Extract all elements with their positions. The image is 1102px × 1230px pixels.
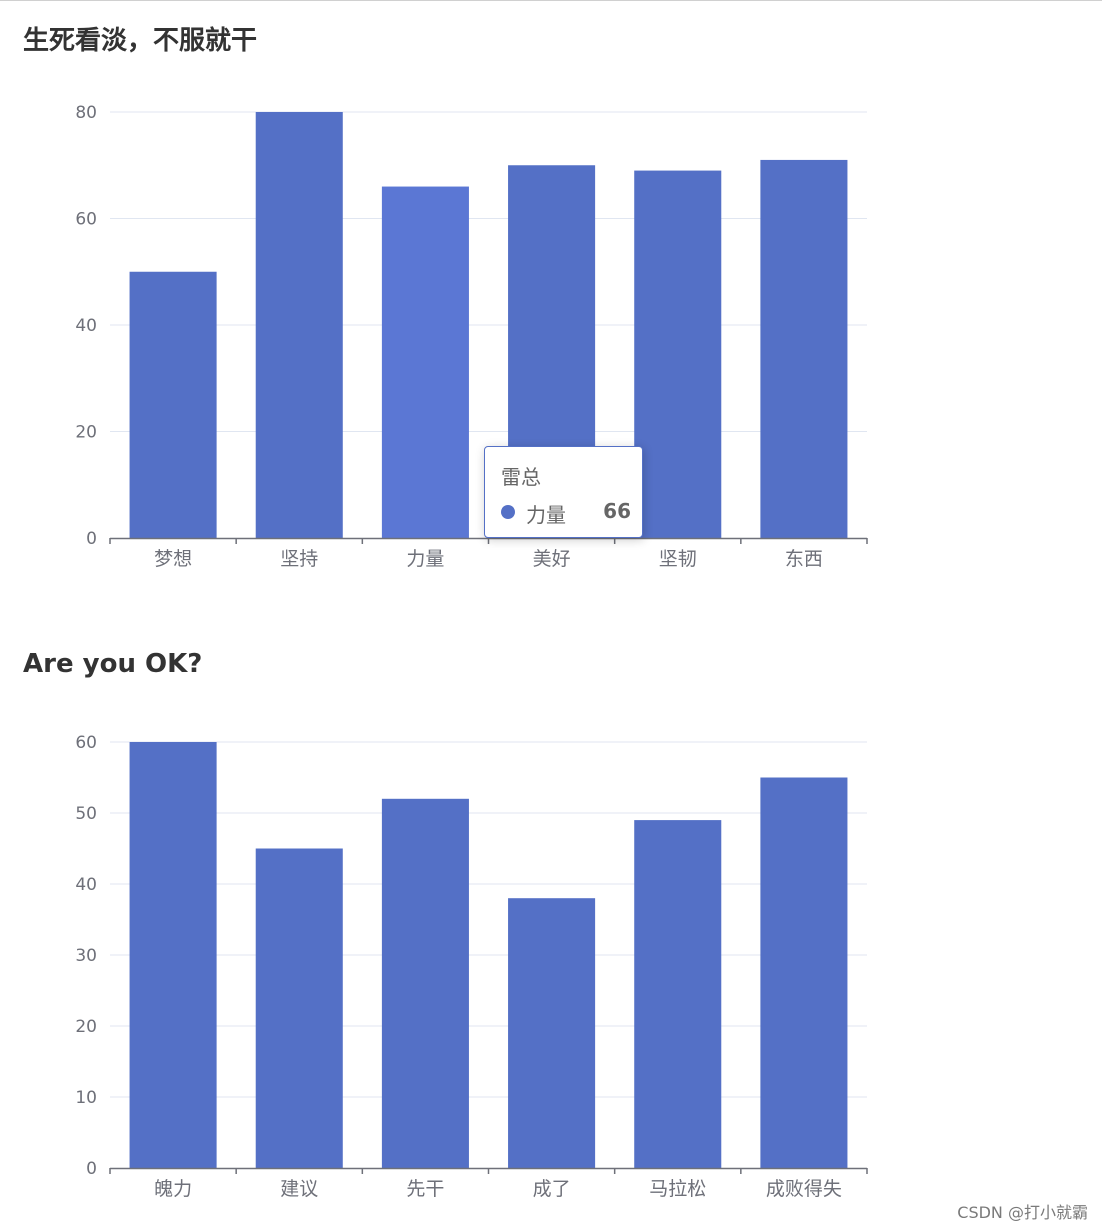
top-border-line [0, 0, 1102, 1]
x-tick-label: 先干 [406, 1178, 444, 1200]
tooltip-title: 雷总 [501, 465, 541, 489]
chart-1-tooltip: 雷总 力量 66 [484, 446, 643, 538]
x-tick-label: 美好 [533, 548, 571, 570]
bar [634, 820, 722, 1168]
y-tick-label: 80 [75, 103, 97, 123]
x-tick-label: 坚持 [280, 548, 318, 570]
bar [129, 271, 217, 538]
y-tick-label: 40 [75, 875, 97, 895]
x-tick-label: 梦想 [154, 548, 192, 570]
x-tick-label: 坚韧 [659, 548, 697, 570]
x-tick-label: 马拉松 [649, 1178, 706, 1200]
bar [760, 777, 848, 1168]
bar [129, 742, 217, 1168]
bar [255, 112, 343, 538]
bar [634, 170, 722, 538]
x-tick-label: 建议 [280, 1178, 318, 1200]
y-tick-label: 30 [75, 946, 97, 966]
chart-2-plot: 0 10 20 30 40 50 60 魄力 建议 先干 成了 马拉松 成败得失 [75, 733, 868, 1200]
y-tick-label: 0 [86, 1159, 97, 1179]
tooltip-series-name: 力量 [526, 503, 566, 527]
tooltip-row: 力量 66 [501, 499, 631, 527]
bar [760, 159, 848, 539]
bar [381, 186, 469, 539]
watermark: CSDN @打小就霸 [957, 1203, 1088, 1222]
chart-2: Are you OK? 0 10 20 30 40 50 60 魄力 建议 先干 成了 马拉松 成败得失 [0, 630, 900, 1230]
bar [255, 848, 343, 1168]
tooltip-series-value: 66 [603, 499, 631, 523]
y-tick-label: 40 [75, 316, 97, 336]
y-tick-label: 0 [86, 529, 97, 549]
x-tick-label: 成了 [533, 1178, 571, 1200]
y-tick-label: 20 [75, 1017, 97, 1037]
chart-2-title: Are you OK? [23, 649, 203, 679]
bar [508, 898, 596, 1168]
y-tick-label: 10 [75, 1088, 97, 1108]
x-tick-label: 成败得失 [766, 1178, 842, 1200]
y-tick-label: 60 [75, 733, 97, 753]
y-tick-label: 60 [75, 210, 97, 230]
x-tick-label: 力量 [406, 548, 444, 570]
chart-1: 生死看淡，不服就干 0 20 40 60 80 梦想 坚持 力量 美好 坚韧 东西 雷总 力量 66 [0, 0, 900, 600]
x-tick-label: 魄力 [154, 1178, 192, 1200]
tooltip-series-marker [501, 505, 515, 519]
y-tick-label: 50 [75, 804, 97, 824]
y-tick-label: 20 [75, 423, 97, 443]
x-tick-label: 东西 [785, 548, 823, 570]
bar [381, 798, 469, 1168]
chart-1-title: 生死看淡，不服就干 [23, 26, 258, 56]
